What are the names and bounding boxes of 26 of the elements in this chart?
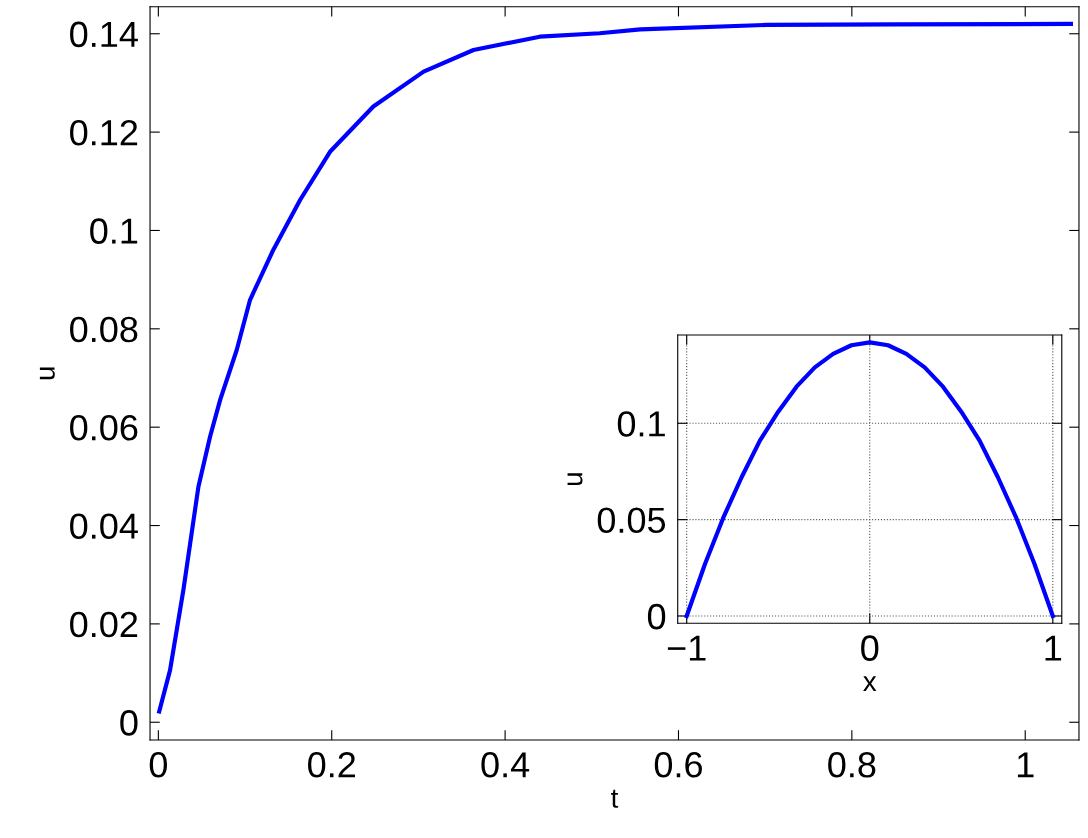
x-tick-label: 0 [149,752,167,778]
x-tick-label: 1 [1045,635,1062,661]
x-tick-label: −1 [667,635,706,661]
x-axis-title: x [863,676,877,691]
x-tick-label: 0.6 [654,752,702,778]
y-tick-label: 0 [647,603,666,630]
y-tick-label: 0.05 [597,507,666,534]
x-tick-label: 0.8 [828,752,876,778]
y-axis-title: u [39,367,55,380]
y-tick-label: 0.04 [70,513,138,539]
y-tick-label: 0.1 [90,218,138,244]
y-axis-title: u [567,473,583,486]
x-axis-title: t [611,789,619,808]
y-tick-label: 0.06 [70,415,138,441]
y-tick-label: 0 [120,710,138,736]
y-tick-label: 0.1 [617,411,665,437]
x-tick-label: 0.4 [481,752,530,778]
x-tick-label: 1 [1017,752,1034,778]
line-series [684,340,1055,619]
x-tick-label: 0 [861,635,879,661]
y-tick-label: 0.02 [70,611,138,638]
x-tick-label: 0.2 [308,752,356,778]
line-series [157,21,1073,714]
y-tick-label: 0.14 [70,21,138,48]
y-tick-label: 0.12 [70,119,138,146]
y-tick-label: 0.08 [70,316,138,343]
